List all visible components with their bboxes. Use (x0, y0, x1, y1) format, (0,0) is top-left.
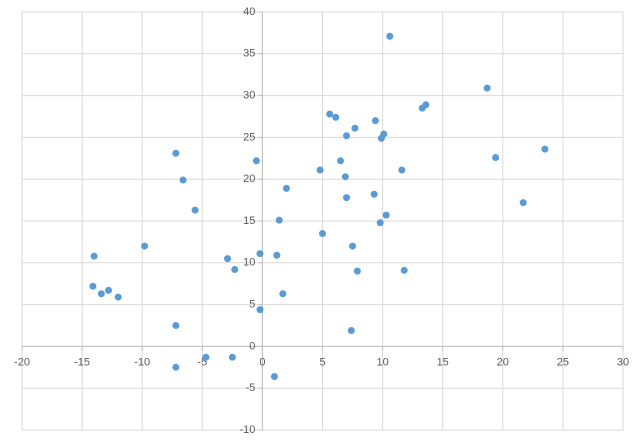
point (141, 242, 149, 250)
point (89, 282, 97, 290)
point (97, 290, 105, 298)
point (371, 117, 379, 125)
point (376, 219, 384, 227)
point (483, 84, 491, 92)
x-tick-label: -10 (134, 356, 150, 368)
x-tick-label: 25 (557, 356, 569, 368)
point (326, 110, 334, 118)
point (343, 132, 351, 140)
point (202, 353, 210, 361)
y-tick-label: -10 (239, 424, 255, 436)
point (256, 306, 264, 314)
point (370, 190, 378, 198)
x-tick-label: -20 (14, 356, 30, 368)
point (400, 266, 408, 274)
point (179, 176, 187, 184)
point (224, 255, 232, 263)
x-tick-label: -5 (197, 356, 207, 368)
point (347, 327, 355, 335)
point (282, 184, 290, 192)
y-tick-label: 5 (249, 299, 255, 311)
point (343, 194, 351, 202)
point (273, 251, 281, 259)
point (398, 166, 406, 174)
y-tick-label: -5 (246, 382, 256, 394)
point (541, 145, 549, 153)
point (191, 206, 199, 214)
point (172, 363, 180, 371)
point (279, 290, 287, 298)
point (316, 166, 324, 174)
y-tick-label: 30 (243, 90, 255, 102)
point (172, 149, 180, 157)
point (231, 265, 239, 273)
point (519, 199, 527, 207)
y-tick-label: 20 (243, 173, 255, 185)
y-tick-label: 35 (243, 48, 255, 60)
point (382, 211, 390, 219)
point (351, 124, 359, 132)
y-tick-label: 25 (243, 131, 255, 143)
point (353, 267, 361, 275)
point (270, 372, 278, 380)
y-tick-label: 15 (243, 215, 255, 227)
y-tick-label: 0 (249, 340, 255, 352)
point (228, 353, 236, 361)
y-tick-label: 10 (243, 257, 255, 269)
x-tick-label: 5 (319, 356, 325, 368)
point (418, 104, 426, 112)
x-tick-label: 20 (497, 356, 509, 368)
point (90, 252, 98, 260)
point (252, 157, 260, 165)
point (377, 134, 385, 142)
point (256, 250, 264, 258)
point (172, 322, 180, 329)
x-tick-label: 10 (376, 356, 388, 368)
y-tick-label: 40 (243, 6, 255, 18)
x-tick-label: 30 (617, 356, 629, 368)
point (349, 242, 357, 250)
point (275, 216, 283, 224)
point (341, 173, 349, 181)
point (105, 286, 113, 294)
x-tick-label: 0 (259, 356, 265, 368)
point (337, 157, 345, 165)
x-tick-label: 15 (437, 356, 449, 368)
point (114, 293, 122, 301)
x-tick-label: -15 (74, 356, 90, 368)
point (386, 32, 394, 40)
point (492, 153, 500, 161)
point (319, 230, 326, 238)
point (332, 113, 340, 121)
